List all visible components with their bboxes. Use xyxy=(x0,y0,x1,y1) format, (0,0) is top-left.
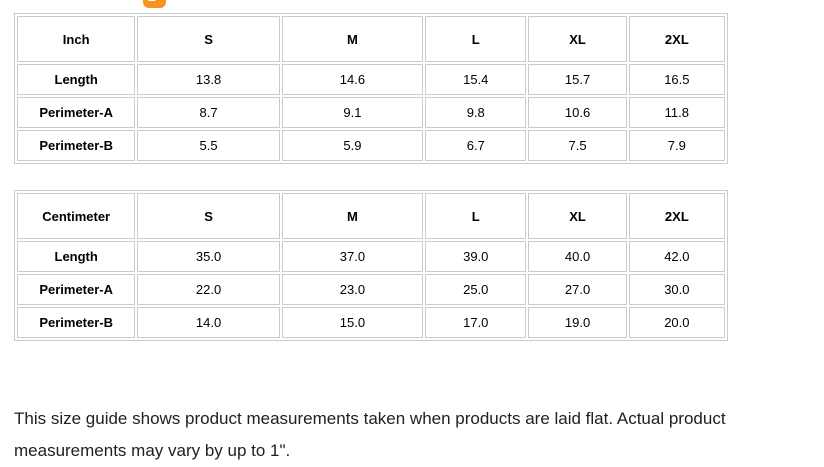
value-cell: 35.0 xyxy=(137,241,280,272)
value-cell: 30.0 xyxy=(628,274,725,305)
value-cell: 6.7 xyxy=(425,130,527,161)
value-cell: 5.9 xyxy=(281,130,424,161)
value-cell: 27.0 xyxy=(528,274,627,305)
size-header-cell: L xyxy=(425,16,527,62)
value-cell: 5.5 xyxy=(137,130,280,161)
size-table-centimeter: Centimeter S M L XL 2XL Length 35.0 37.0… xyxy=(14,190,728,341)
value-cell: 15.7 xyxy=(528,64,627,95)
table-row: Perimeter-B 14.0 15.0 17.0 19.0 20.0 xyxy=(17,307,725,338)
clipped-heading-fragment xyxy=(143,0,166,8)
value-cell: 17.0 xyxy=(425,307,527,338)
value-cell: 39.0 xyxy=(425,241,527,272)
value-cell: 16.5 xyxy=(628,64,725,95)
table-row: Perimeter-B 5.5 5.9 6.7 7.5 7.9 xyxy=(17,130,725,161)
value-cell: 42.0 xyxy=(628,241,725,272)
table-header-row: Centimeter S M L XL 2XL xyxy=(17,193,725,239)
row-label-cell: Perimeter-A xyxy=(17,97,136,128)
size-header-cell: XL xyxy=(528,193,627,239)
value-cell: 15.4 xyxy=(425,64,527,95)
size-table-inch: Inch S M L XL 2XL Length 13.8 14.6 15.4 … xyxy=(14,13,728,164)
value-cell: 8.7 xyxy=(137,97,280,128)
value-cell: 40.0 xyxy=(528,241,627,272)
size-header-cell: M xyxy=(281,16,424,62)
size-guide-tables: Inch S M L XL 2XL Length 13.8 14.6 15.4 … xyxy=(14,13,728,341)
table-header-row: Inch S M L XL 2XL xyxy=(17,16,725,62)
size-header-cell: L xyxy=(425,193,527,239)
value-cell: 15.0 xyxy=(281,307,424,338)
value-cell: 37.0 xyxy=(281,241,424,272)
size-header-cell: M xyxy=(281,193,424,239)
clipped-heading-glyph xyxy=(143,0,166,8)
value-cell: 22.0 xyxy=(137,274,280,305)
size-header-cell: S xyxy=(137,193,280,239)
value-cell: 9.8 xyxy=(425,97,527,128)
row-label-cell: Perimeter-B xyxy=(17,130,136,161)
value-cell: 23.0 xyxy=(281,274,424,305)
value-cell: 13.8 xyxy=(137,64,280,95)
size-header-cell: XL xyxy=(528,16,627,62)
table-row: Perimeter-A 8.7 9.1 9.8 10.6 11.8 xyxy=(17,97,725,128)
value-cell: 7.5 xyxy=(528,130,627,161)
unit-header-cell: Centimeter xyxy=(17,193,136,239)
unit-header-cell: Inch xyxy=(17,16,136,62)
size-header-cell: S xyxy=(137,16,280,62)
size-header-cell: 2XL xyxy=(628,16,725,62)
value-cell: 20.0 xyxy=(628,307,725,338)
table-row: Length 13.8 14.6 15.4 15.7 16.5 xyxy=(17,64,725,95)
value-cell: 10.6 xyxy=(528,97,627,128)
value-cell: 14.0 xyxy=(137,307,280,338)
row-label-cell: Perimeter-A xyxy=(17,274,136,305)
row-label-cell: Length xyxy=(17,241,136,272)
size-guide-note: This size guide shows product measuremen… xyxy=(14,409,726,460)
size-header-cell: 2XL xyxy=(628,193,725,239)
value-cell: 25.0 xyxy=(425,274,527,305)
value-cell: 9.1 xyxy=(281,97,424,128)
value-cell: 19.0 xyxy=(528,307,627,338)
value-cell: 14.6 xyxy=(281,64,424,95)
row-label-cell: Perimeter-B xyxy=(17,307,136,338)
row-label-cell: Length xyxy=(17,64,136,95)
table-row: Length 35.0 37.0 39.0 40.0 42.0 xyxy=(17,241,725,272)
value-cell: 7.9 xyxy=(628,130,725,161)
table-row: Perimeter-A 22.0 23.0 25.0 27.0 30.0 xyxy=(17,274,725,305)
value-cell: 11.8 xyxy=(628,97,725,128)
